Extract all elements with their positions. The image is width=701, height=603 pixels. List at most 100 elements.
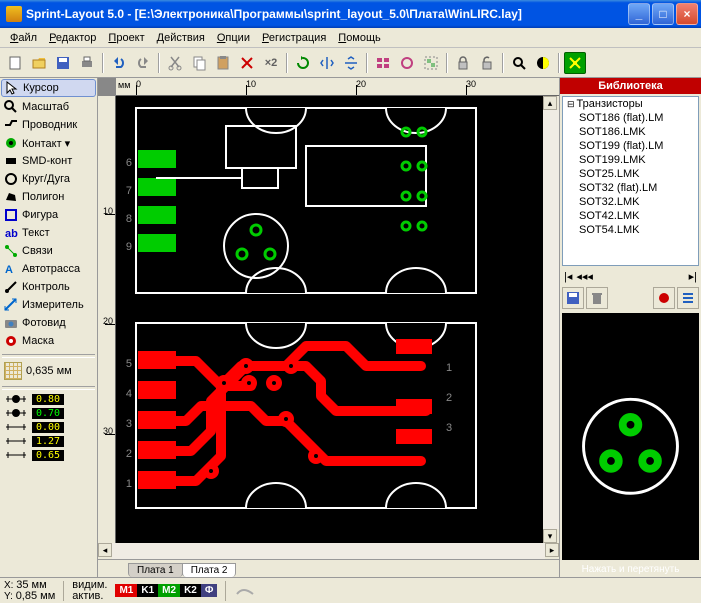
close-button[interactable]: × <box>676 3 698 25</box>
tab-0[interactable]: Плата 1 <box>128 563 183 577</box>
lib-item[interactable]: SOT32.LMK <box>563 195 698 209</box>
maximize-button[interactable]: □ <box>652 3 674 25</box>
mirror-h-button[interactable] <box>316 52 338 74</box>
statusbar: X: 35 ммY: 0,85 мм видим. актив. M1K1M2K… <box>0 577 701 603</box>
delete-button[interactable] <box>236 52 258 74</box>
menu-Проект[interactable]: Проект <box>102 30 150 46</box>
grid-icon <box>4 362 22 380</box>
redo-button[interactable] <box>132 52 154 74</box>
duplicate-button[interactable]: ×2 <box>260 52 282 74</box>
tool-net[interactable]: Связи <box>0 242 97 260</box>
svg-text:1: 1 <box>126 478 132 490</box>
undo-button[interactable] <box>108 52 130 74</box>
library-button[interactable] <box>564 52 586 74</box>
paste-button[interactable] <box>212 52 234 74</box>
lib-item[interactable]: SOT25.LMK <box>563 167 698 181</box>
tree-root[interactable]: Транзисторы <box>563 97 698 111</box>
library-tree[interactable]: Транзисторы SOT186 (flat).LMSOT186.LMKSO… <box>562 96 699 266</box>
print-button[interactable] <box>76 52 98 74</box>
tab-1[interactable]: Плата 2 <box>182 563 237 577</box>
lib-settings-button[interactable] <box>677 287 699 309</box>
lib-item[interactable]: SOT54.LMK <box>563 223 698 237</box>
mirror-v-button[interactable] <box>340 52 362 74</box>
layer-K1[interactable]: K1 <box>137 584 158 597</box>
status-tool[interactable] <box>234 580 256 602</box>
tool-drc[interactable]: Контроль <box>0 278 97 296</box>
layer-Ф[interactable]: Ф <box>201 584 218 597</box>
tool-pad[interactable]: Контакт ▾ <box>0 134 97 152</box>
menu-Действия[interactable]: Действия <box>151 30 211 46</box>
zoom-button[interactable] <box>508 52 530 74</box>
poly-icon <box>4 190 18 204</box>
tool-track[interactable]: Проводник <box>0 116 97 134</box>
layer-indicator[interactable]: M1K1M2K2Ф <box>115 584 217 597</box>
lib-delete-button[interactable] <box>586 287 608 309</box>
layer-M1[interactable]: M1 <box>115 584 137 597</box>
ruler-unit: мм <box>118 80 130 90</box>
group-button[interactable] <box>420 52 442 74</box>
copy-button[interactable] <box>188 52 210 74</box>
svg-text:1: 1 <box>446 362 452 374</box>
save-button[interactable] <box>52 52 74 74</box>
pcb-canvas[interactable]: 6789 <box>116 96 543 543</box>
layer-K2[interactable]: K2 <box>180 584 201 597</box>
menu-Файл[interactable]: Файл <box>4 30 43 46</box>
lib-item[interactable]: SOT199 (flat).LM <box>563 139 698 153</box>
menu-Редактор[interactable]: Редактор <box>43 30 102 46</box>
tool-cursor[interactable]: Курсор <box>1 79 96 97</box>
scroll-down[interactable]: ▾ <box>543 529 557 543</box>
dim-row-2[interactable]: 0.00 <box>0 420 97 434</box>
drc-icon <box>4 280 18 294</box>
dim-row-1[interactable]: 0.70 <box>0 406 97 420</box>
tool-photo[interactable]: Фотовид <box>0 314 97 332</box>
lib-nav-next[interactable]: ▸| <box>689 270 697 283</box>
new-button[interactable] <box>4 52 26 74</box>
meas-icon <box>4 298 18 312</box>
lib-item[interactable]: SOT199.LMK <box>563 153 698 167</box>
rotate-button[interactable] <box>292 52 314 74</box>
lib-save-button[interactable] <box>562 287 584 309</box>
lib-record-button[interactable] <box>653 287 675 309</box>
scroll-right[interactable]: ▸ <box>545 543 559 557</box>
tool-zoom[interactable]: Масштаб <box>0 98 97 116</box>
titlebar: Sprint-Layout 5.0 - [E:\Электроника\Прог… <box>0 0 701 28</box>
tool-text[interactable]: ab|Текст <box>0 224 97 242</box>
unlock-button[interactable] <box>476 52 498 74</box>
tool-shape[interactable]: Фигура <box>0 206 97 224</box>
lib-item[interactable]: SOT186.LMK <box>563 125 698 139</box>
component-preview[interactable] <box>562 313 699 560</box>
menu-Регистрация[interactable]: Регистрация <box>256 30 332 46</box>
cut-button[interactable] <box>164 52 186 74</box>
contrast-button[interactable] <box>532 52 554 74</box>
tool-circle[interactable]: Круг/Дуга <box>0 170 97 188</box>
window-title: Sprint-Layout 5.0 - [E:\Электроника\Прог… <box>26 7 628 21</box>
dim-row-4[interactable]: 0.65 <box>0 448 97 462</box>
lib-nav-first[interactable]: |◂ <box>564 270 572 283</box>
tool-mask[interactable]: Маска <box>0 332 97 350</box>
tool-auto[interactable]: AАвтотрасса <box>0 260 97 278</box>
tool-smd[interactable]: SMD-конт <box>0 152 97 170</box>
tool-poly[interactable]: Полигон <box>0 188 97 206</box>
grid-value: 0,635 мм <box>26 365 72 377</box>
lib-nav-prev[interactable]: ◂◂◂ <box>576 270 593 283</box>
tool-meas[interactable]: Измеритель <box>0 296 97 314</box>
dim-row-3[interactable]: 1.27 <box>0 434 97 448</box>
align-button[interactable] <box>372 52 394 74</box>
lib-item[interactable]: SOT42.LMK <box>563 209 698 223</box>
scroll-up[interactable]: ▴ <box>543 96 557 110</box>
lib-item[interactable]: SOT32 (flat).LM <box>563 181 698 195</box>
layer-M2[interactable]: M2 <box>158 584 180 597</box>
open-button[interactable] <box>28 52 50 74</box>
menu-Опции[interactable]: Опции <box>211 30 256 46</box>
ruler-horizontal: мм 0102030 <box>116 78 559 96</box>
grid-setting[interactable]: 0,635 мм <box>0 360 97 382</box>
scroll-left[interactable]: ◂ <box>98 543 112 557</box>
photo-icon <box>4 316 18 330</box>
snap-button[interactable] <box>396 52 418 74</box>
menu-Помощь[interactable]: Помощь <box>332 30 387 46</box>
minimize-button[interactable]: _ <box>628 3 650 25</box>
svg-text:3: 3 <box>126 418 132 430</box>
lib-item[interactable]: SOT186 (flat).LM <box>563 111 698 125</box>
lock-button[interactable] <box>452 52 474 74</box>
dim-row-0[interactable]: 0.80 <box>0 392 97 406</box>
